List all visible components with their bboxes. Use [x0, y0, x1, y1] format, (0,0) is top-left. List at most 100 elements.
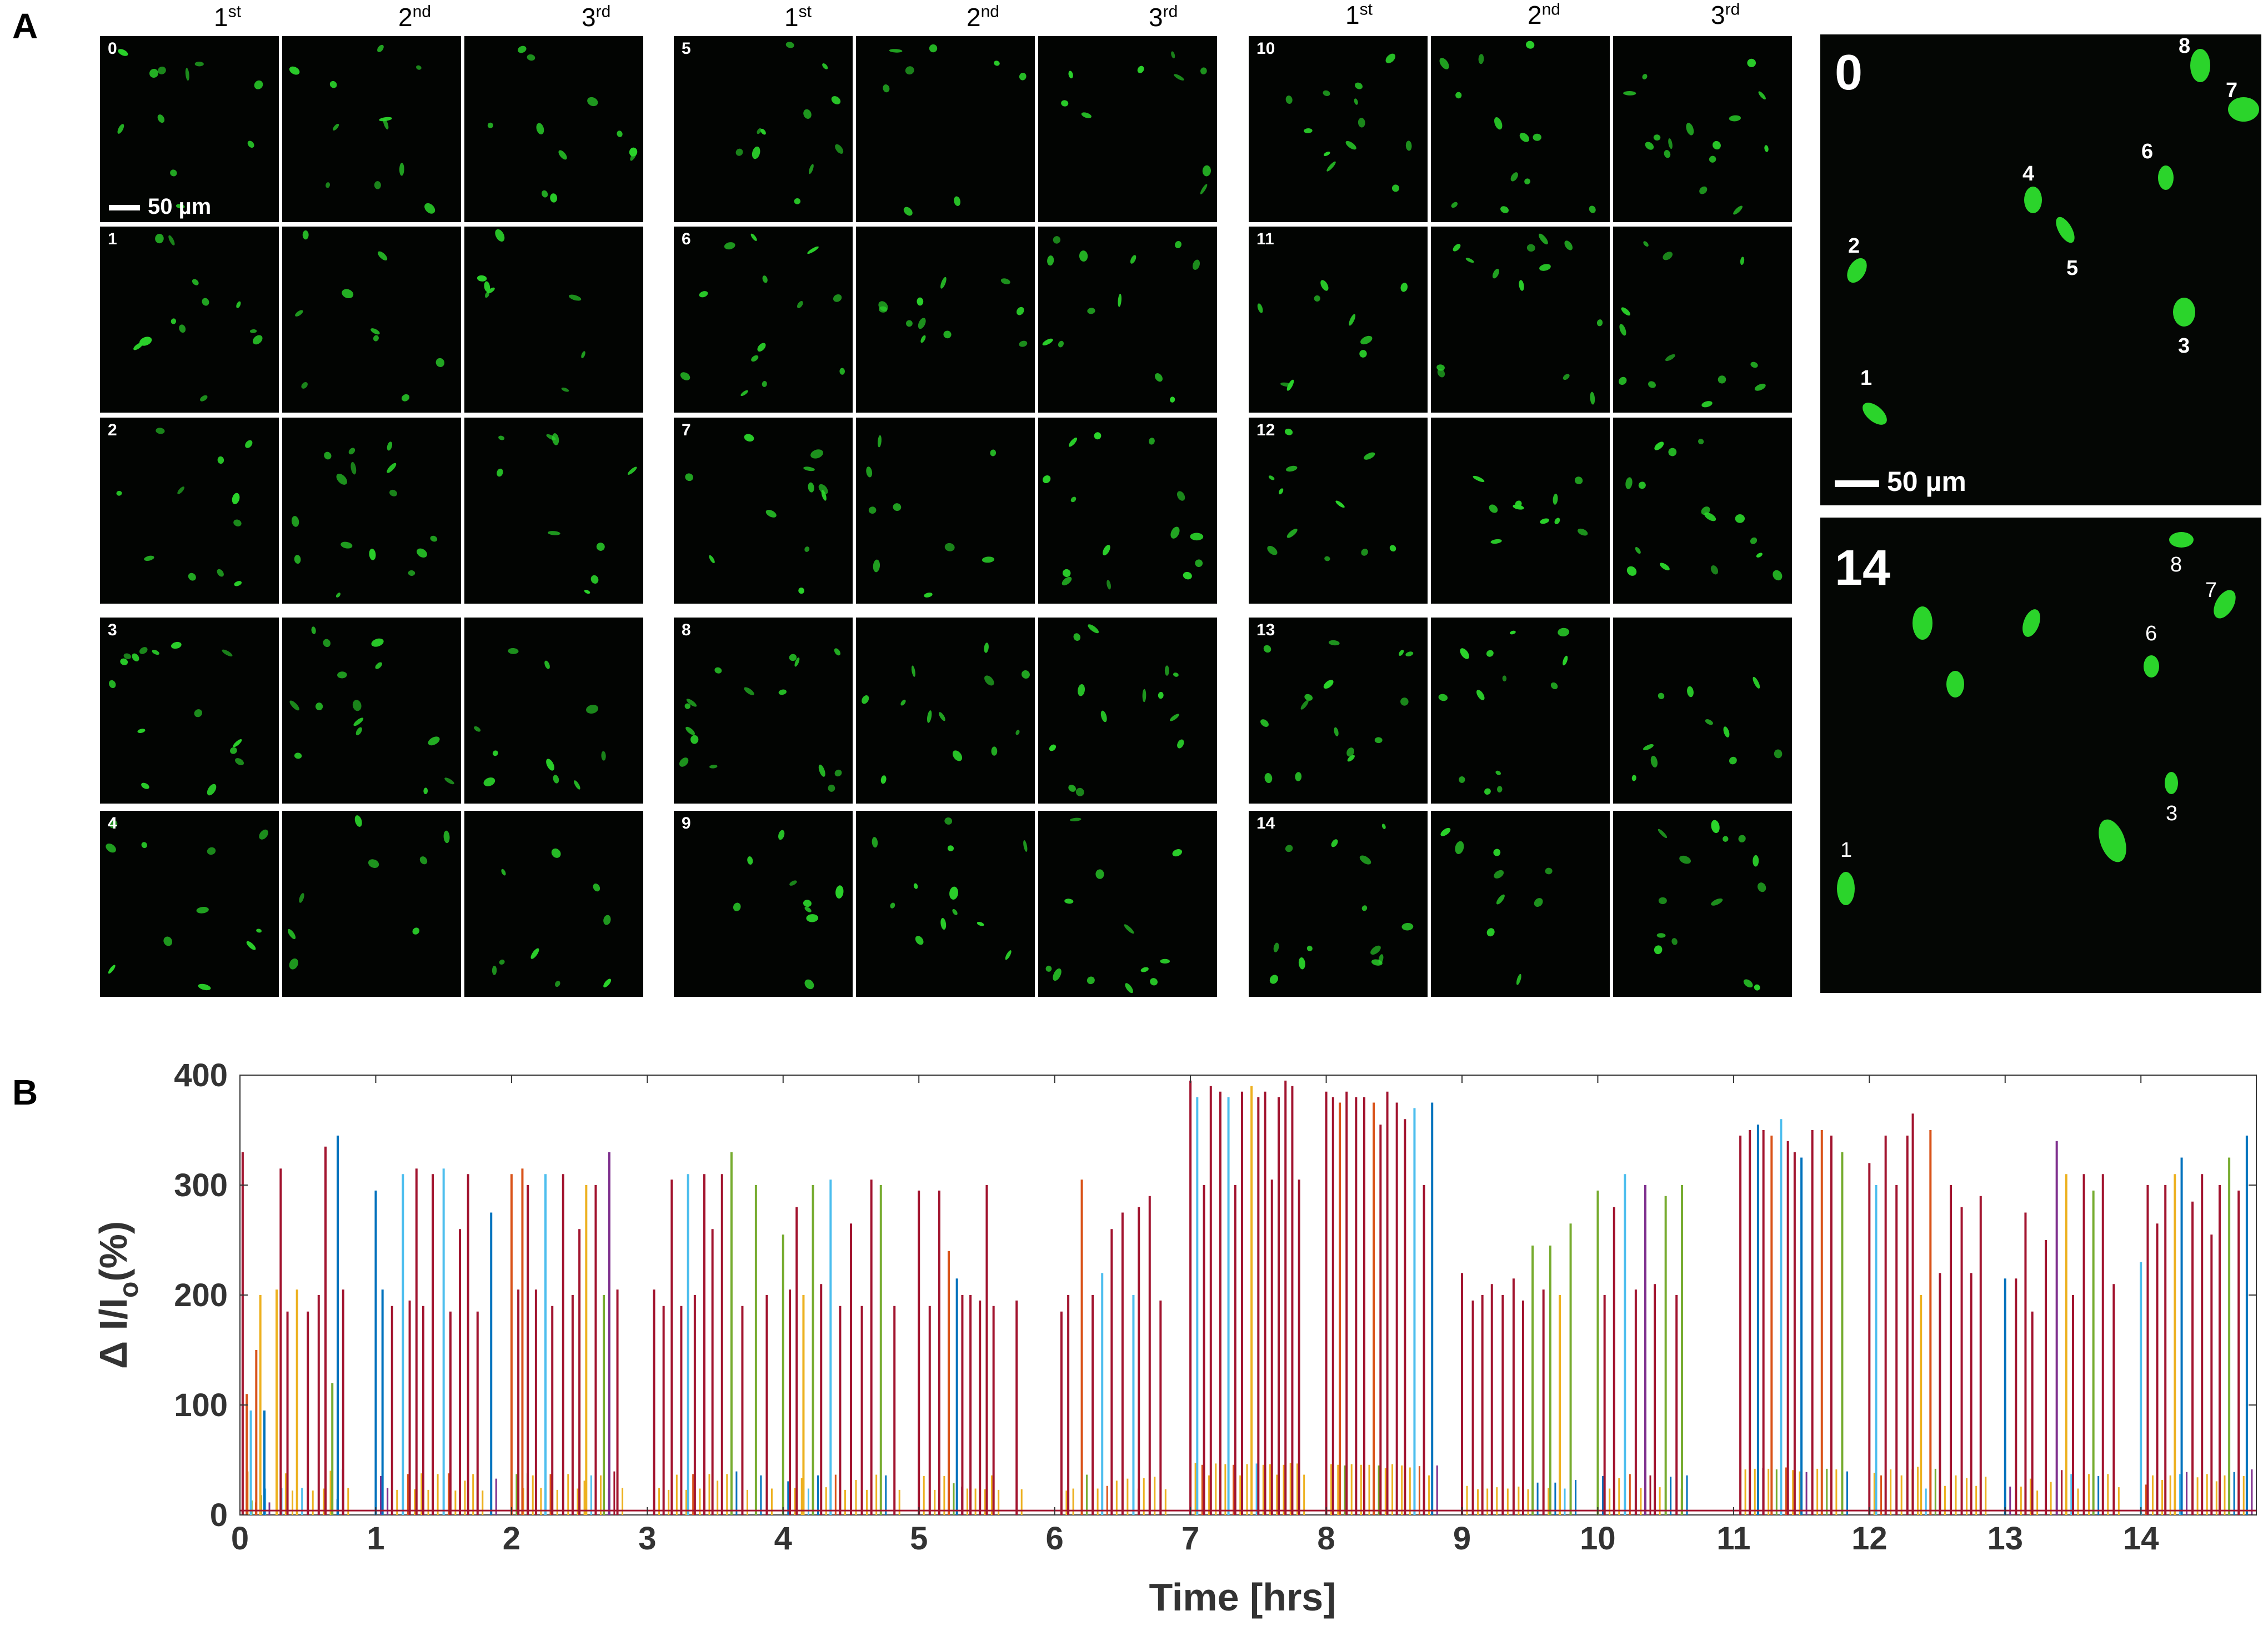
cell-blob — [1665, 354, 1675, 362]
cell-blob — [188, 573, 196, 581]
cell-blob — [1323, 90, 1330, 96]
cell-blob — [877, 435, 882, 448]
cell-blob — [287, 929, 296, 940]
microscopy-tile — [1038, 811, 1217, 997]
cell-blob — [601, 751, 606, 761]
cell-blob — [924, 593, 933, 598]
tile-cells — [685, 434, 828, 594]
zoom-top-cell-2: 2 — [1848, 234, 1860, 258]
column-header-suffix: rd — [1163, 2, 1178, 21]
cell-blob — [1300, 700, 1309, 710]
cell-blob — [1664, 150, 1671, 158]
cell-blob — [1718, 375, 1726, 384]
cell-blob — [1349, 314, 1356, 326]
cell-blob — [1354, 98, 1358, 105]
zoom-cell-blob — [2144, 655, 2159, 678]
tile-cells — [1257, 280, 1408, 391]
cell-blob — [1257, 303, 1263, 313]
cell-blob — [123, 653, 132, 659]
cell-blob — [232, 493, 240, 504]
cell-blob — [234, 581, 242, 586]
cell-blob — [157, 114, 165, 123]
column-header-number: 3 — [1711, 1, 1725, 29]
cell-blob — [1042, 338, 1053, 346]
cell-blob — [1710, 565, 1719, 575]
cell-blob — [807, 246, 819, 254]
cell-blob — [1493, 849, 1501, 856]
cell-blob — [1516, 973, 1521, 985]
cell-blob — [952, 750, 963, 761]
column-header-number: 1 — [214, 3, 228, 32]
cell-blob — [893, 503, 902, 511]
cell-blob — [1022, 670, 1030, 679]
cell-blob — [804, 546, 810, 552]
cell-blob — [487, 122, 493, 128]
cell-blob — [1140, 967, 1149, 972]
microscopy-tile — [464, 618, 643, 804]
cell-blob — [1360, 335, 1373, 345]
cell-blob — [1701, 401, 1713, 408]
cell-blob — [818, 764, 825, 777]
cell-blob — [1073, 633, 1081, 641]
cell-blob — [1370, 945, 1381, 955]
tile-cells — [1061, 51, 1211, 194]
zoom-scale-bar-label: 50 µm — [1887, 466, 1966, 497]
cell-blob — [1619, 377, 1627, 385]
zoom-bottom-cell-8: 8 — [2170, 553, 2182, 576]
tile-cells — [133, 233, 263, 402]
tile-cells — [295, 230, 445, 402]
cell-blob — [1400, 283, 1408, 292]
cell-blob — [1774, 749, 1783, 759]
cell-blob — [1660, 563, 1670, 571]
zoom-cell-blob — [2214, 590, 2236, 619]
zoom-cell-blob — [2022, 609, 2040, 637]
microscopy-tile — [464, 418, 643, 604]
cell-blob — [336, 474, 347, 485]
cell-blob — [943, 330, 952, 339]
cell-blob — [233, 739, 242, 747]
cell-blob — [1513, 504, 1524, 510]
cell-blob — [423, 787, 428, 795]
cell-blob — [108, 965, 116, 974]
cell-blob — [872, 837, 878, 848]
cell-blob — [1285, 95, 1293, 104]
cell-blob — [1758, 91, 1766, 100]
cell-blob — [617, 131, 623, 137]
cell-blob — [417, 548, 427, 558]
cell-blob — [1158, 691, 1164, 699]
microscopy-tile — [282, 36, 461, 222]
cell-blob — [1704, 512, 1716, 521]
column-header-number: 2 — [398, 3, 413, 32]
cell-blob — [118, 49, 128, 56]
cell-blob — [1489, 504, 1498, 513]
cell-blob — [1750, 362, 1758, 368]
column-header-suffix: st — [228, 2, 241, 21]
cell-blob — [1723, 726, 1730, 737]
zoom-bottom-cell-7: 7 — [2205, 579, 2217, 602]
cell-blob — [326, 182, 331, 188]
tile-cells — [866, 435, 997, 598]
cell-blob — [207, 784, 217, 796]
cell-blob — [1304, 694, 1313, 701]
cell-blob — [295, 310, 303, 317]
cell-blob — [1476, 690, 1485, 700]
panel-b-letter: B — [12, 1072, 38, 1112]
cell-blob — [368, 859, 379, 868]
cell-blob — [375, 662, 382, 669]
cell-blob — [1124, 924, 1134, 934]
x-tick-label: 5 — [910, 1520, 928, 1557]
cell-blob — [120, 658, 128, 665]
cell-blob — [747, 856, 753, 865]
cell-blob — [109, 680, 116, 689]
cell-blob — [1267, 545, 1278, 555]
cell-blob — [176, 204, 185, 209]
microscopy-tile — [856, 811, 1035, 997]
cell-blob — [561, 387, 569, 392]
cell-blob — [141, 842, 147, 849]
cell-blob — [1269, 975, 1278, 984]
microscopy-tile — [464, 811, 643, 997]
tile-cells — [878, 277, 1028, 347]
cell-blob — [1078, 684, 1085, 696]
cell-blob — [1621, 307, 1630, 316]
cell-blob — [810, 449, 823, 459]
